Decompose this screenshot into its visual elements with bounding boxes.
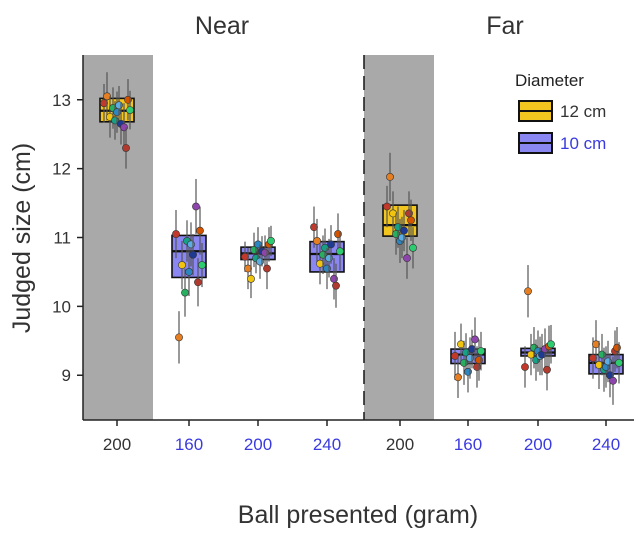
data-point — [122, 144, 130, 152]
y-tick-label: 11 — [53, 229, 71, 248]
data-point — [400, 226, 408, 235]
data-point — [609, 376, 617, 385]
data-point — [403, 254, 411, 263]
data-point — [471, 335, 479, 344]
x-tick-label: 160 — [175, 435, 203, 454]
data-point — [194, 278, 202, 287]
data-point — [386, 172, 394, 181]
y-tick-label: 13 — [52, 91, 71, 110]
data-point — [592, 340, 600, 349]
data-point — [589, 354, 597, 362]
data-point — [181, 288, 189, 297]
x-tick-label: 160 — [454, 435, 482, 454]
data-point — [451, 352, 459, 360]
subject-points — [100, 72, 623, 405]
y-axis-title: Judged size (cm) — [8, 143, 36, 333]
data-point — [477, 347, 485, 356]
x-tick-label: 200 — [103, 435, 131, 454]
data-point — [198, 261, 206, 269]
axis-labels: 9 10 11 12 13 200 160 200 240 200 160 200 240 Near Far… — [8, 12, 620, 529]
x-tick-label: 200 — [524, 435, 552, 454]
data-point — [192, 202, 200, 211]
x-tick-label: 240 — [313, 435, 341, 454]
legend: Diameter 12 cm 10 cm — [515, 71, 606, 154]
data-point — [313, 237, 321, 245]
data-point — [189, 250, 197, 259]
data-point — [454, 373, 462, 382]
data-point — [521, 363, 529, 371]
x-axis-title: Ball presented (gram) — [238, 501, 478, 529]
data-point — [247, 274, 255, 283]
data-point — [126, 106, 134, 114]
data-point — [547, 340, 555, 349]
x-tick-label: 240 — [592, 435, 620, 454]
data-point — [185, 268, 193, 276]
data-point — [615, 358, 623, 367]
legend-label: 12 cm — [560, 102, 606, 121]
data-point — [267, 237, 275, 245]
data-point — [263, 264, 271, 273]
panel-title-near: Near — [195, 12, 249, 40]
data-point — [543, 365, 551, 374]
data-point — [409, 243, 417, 252]
y-tick-label: 10 — [52, 297, 71, 316]
x-tick-label: 200 — [244, 435, 272, 454]
legend-title: Diameter — [515, 71, 584, 90]
data-point — [332, 281, 340, 290]
x-tick-label: 200 — [386, 435, 414, 454]
panel-title-far: Far — [486, 12, 524, 40]
y-tick-label: 9 — [62, 366, 71, 385]
data-point — [175, 333, 183, 342]
data-point — [524, 287, 532, 296]
data-point — [327, 240, 335, 249]
legend-label: 10 cm — [560, 134, 606, 153]
data-point — [527, 350, 535, 359]
data-point — [407, 216, 415, 225]
data-point — [336, 247, 344, 256]
plot-axes — [77, 55, 634, 426]
data-point — [595, 361, 603, 369]
data-point — [196, 226, 204, 235]
data-point — [383, 202, 391, 211]
y-tick-label: 12 — [52, 160, 71, 179]
data-point — [178, 261, 186, 269]
data-point — [172, 230, 180, 238]
